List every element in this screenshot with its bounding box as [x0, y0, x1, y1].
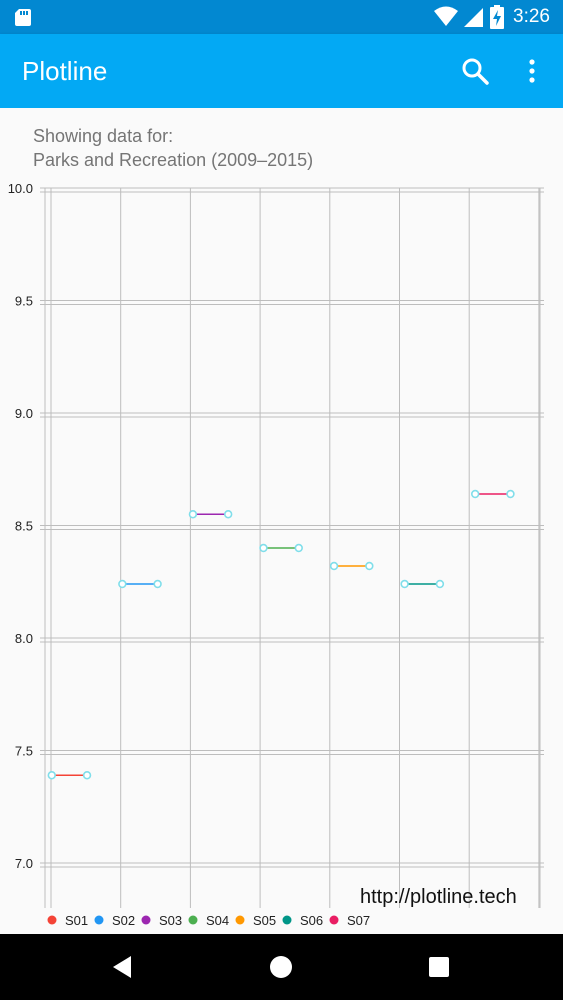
sd-card-icon [15, 9, 31, 26]
legend-swatch-s04 [188, 915, 198, 925]
caption-line-2: Parks and Recreation (2009–2015) [33, 150, 314, 170]
data-point [329, 561, 339, 571]
legend-swatch-s07 [329, 915, 339, 925]
more-vert-icon[interactable] [520, 54, 544, 88]
legend-swatch-s05 [235, 915, 245, 925]
y-tick-label: 9.5 [15, 294, 33, 309]
legend-label: S02 [112, 913, 135, 928]
nav-bar [0, 934, 563, 1000]
search-icon[interactable] [458, 54, 492, 88]
app-title: Plotline [22, 56, 108, 86]
legend-swatch-s06 [282, 915, 292, 925]
legend-label: S03 [159, 913, 182, 928]
back-icon[interactable] [108, 952, 138, 982]
watermark: http://plotline.tech [360, 886, 517, 908]
caption: Showing data for: Parks and Recreation (… [33, 124, 313, 172]
data-point [294, 543, 303, 553]
wifi-icon [434, 6, 458, 26]
legend-swatch-s01 [47, 915, 57, 925]
y-tick-label: 10.0 [8, 181, 33, 196]
y-tick-label: 7.0 [15, 856, 33, 871]
y-tick-label: 8.5 [15, 519, 33, 534]
battery-charging-icon [490, 5, 504, 29]
data-point [400, 579, 409, 589]
legend-label: S06 [300, 913, 323, 928]
legend-label: S05 [253, 913, 276, 928]
y-tick-label: 7.5 [15, 744, 33, 759]
rating-chart[interactable]: 10.0 9.5 9.0 8.5 8.0 7.5 7.0 S01 S02 S03 S04 S05 S06… [0, 108, 563, 934]
legend-label: S01 [65, 913, 88, 928]
data-point [435, 579, 445, 589]
legend-swatch-s03 [141, 915, 151, 925]
legend-label: S04 [206, 913, 229, 928]
data-point [188, 510, 198, 519]
status-time: 3:26 [513, 6, 550, 27]
data-point [47, 771, 56, 780]
status-bar: 3:26 [0, 0, 563, 34]
app-bar: Plotline [0, 34, 563, 108]
data-point [259, 543, 268, 553]
y-tick-label: 8.0 [15, 631, 33, 646]
home-icon[interactable] [266, 952, 296, 982]
legend-swatch-s02 [94, 915, 104, 925]
y-tick-label: 9.0 [15, 406, 33, 421]
data-point [82, 771, 92, 780]
data-point [153, 579, 162, 589]
data-point [223, 510, 233, 519]
data-point [365, 561, 374, 571]
recents-icon[interactable] [424, 952, 454, 982]
data-point [118, 579, 127, 589]
data-point [470, 489, 480, 499]
signal-icon [464, 8, 483, 27]
legend-label: S07 [347, 913, 370, 928]
caption-line-1: Showing data for: [33, 126, 174, 146]
data-point [506, 489, 515, 499]
chart-panel: Showing data for: Parks and Recreation (… [0, 108, 563, 934]
